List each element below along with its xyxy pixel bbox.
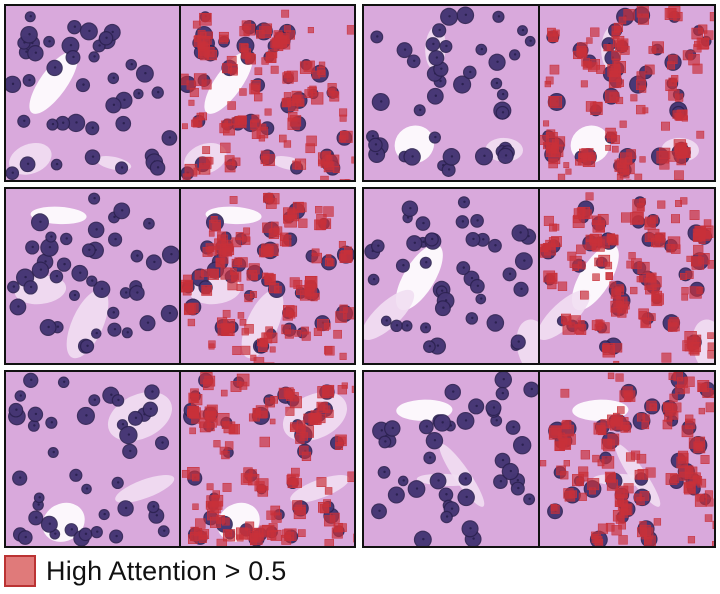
attention-overlay-image xyxy=(181,372,354,546)
patch-pair xyxy=(362,187,716,365)
patch-pair xyxy=(362,370,716,548)
tissue-image xyxy=(364,189,538,363)
tissue-image xyxy=(6,189,179,363)
patch-pair xyxy=(362,4,716,182)
tissue-image xyxy=(364,6,538,180)
legend: High Attention > 0.5 xyxy=(4,553,286,589)
tissue-image xyxy=(6,6,179,180)
patch-pair xyxy=(4,187,356,365)
attention-overlay-image xyxy=(540,189,714,363)
attention-overlay-image xyxy=(540,6,714,180)
patch-pair xyxy=(4,4,356,182)
legend-label: High Attention > 0.5 xyxy=(46,555,287,586)
tissue-image xyxy=(364,372,538,546)
patch-pair xyxy=(4,370,356,548)
attention-overlay-image xyxy=(181,189,354,363)
patch-grid xyxy=(4,4,716,548)
tissue-image xyxy=(6,372,179,546)
legend-swatch xyxy=(4,555,36,587)
attention-overlay-image xyxy=(540,372,714,546)
attention-overlay-image xyxy=(181,6,354,180)
